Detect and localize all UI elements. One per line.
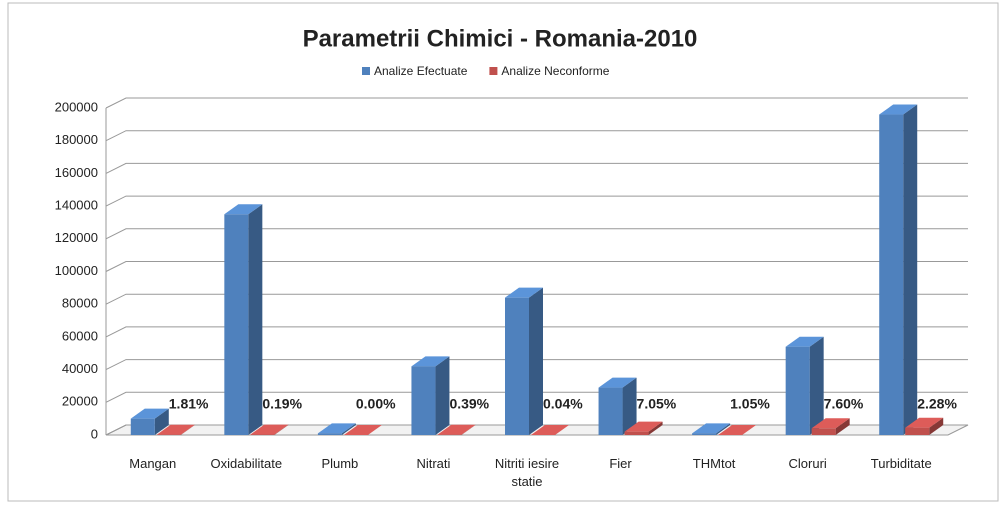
bar-top — [156, 424, 195, 435]
bar-side — [903, 104, 918, 435]
bar — [811, 428, 836, 435]
bar-top — [811, 418, 850, 429]
x-tick-label: Mangan — [129, 456, 177, 471]
x-tick-label: Cloruri — [788, 456, 827, 471]
annotation: 0.39% — [449, 396, 489, 412]
y-tick-label: 140000 — [55, 198, 98, 213]
annotation: 0.04% — [543, 396, 583, 412]
bar — [411, 366, 436, 435]
annotation: 0.00% — [356, 396, 396, 412]
bar-top — [598, 377, 637, 388]
bar-top — [437, 424, 476, 435]
bar-top — [531, 424, 569, 435]
annotation: 1.81% — [169, 396, 209, 412]
bar-side — [648, 421, 663, 435]
legend-swatch — [362, 67, 370, 75]
grid-line — [105, 424, 968, 436]
x-tick-label: Oxidabilitate — [210, 456, 283, 471]
bar-top — [411, 356, 450, 367]
grid-line — [105, 261, 968, 272]
bar-side — [248, 204, 263, 435]
bar — [505, 297, 529, 435]
x-tick-label: Plumb — [321, 456, 359, 471]
y-tick-label: 40000 — [62, 361, 98, 376]
bar — [785, 346, 810, 435]
bar-top — [718, 424, 757, 435]
y-tick-label: 160000 — [55, 165, 98, 180]
bar-top — [692, 423, 731, 434]
annotation: 1.05% — [730, 396, 770, 412]
bar — [624, 431, 649, 435]
legend-label: Analize Neconforme — [501, 64, 609, 78]
grid-line — [105, 293, 968, 305]
grid-line — [105, 391, 968, 403]
y-tick-label: 180000 — [55, 132, 98, 147]
bar-side — [180, 424, 195, 435]
annotation: 0.19% — [262, 396, 302, 412]
y-tick-label: 100000 — [55, 263, 98, 278]
y-tick-label: 0 — [91, 426, 98, 441]
chart-border — [7, 2, 999, 502]
bar-side — [154, 408, 169, 435]
bar-side — [341, 423, 356, 435]
bar-top — [879, 104, 918, 115]
bar-side — [809, 336, 824, 435]
chart-title: Parametrii Chimici - Romania-2010 — [303, 25, 698, 52]
bar — [879, 114, 904, 435]
y-tick-label: 120000 — [55, 230, 98, 245]
bar-top — [343, 425, 382, 435]
legend-label: Analize Efectuate — [374, 64, 468, 78]
bar-top — [250, 424, 289, 435]
grid-line — [105, 195, 968, 207]
bar-top — [905, 417, 944, 428]
annotation: 7.60% — [824, 396, 864, 412]
legend-swatch — [489, 67, 498, 75]
grid-line — [105, 97, 968, 109]
grid-line — [105, 130, 968, 142]
bar — [224, 214, 249, 435]
bar — [317, 433, 342, 435]
bar — [598, 387, 623, 435]
bar-side — [622, 377, 637, 435]
bar-top — [224, 204, 263, 215]
bar-side — [835, 418, 850, 435]
x-tick-label: THMtot — [692, 456, 736, 471]
bar-top — [785, 336, 824, 347]
grid-line — [105, 326, 968, 338]
bar — [130, 418, 155, 435]
bar-side — [716, 423, 731, 435]
bar-side — [274, 424, 289, 435]
bar-side — [461, 424, 476, 435]
grid-line — [105, 359, 968, 371]
y-tick-label: 200000 — [55, 99, 98, 114]
bar — [905, 427, 930, 435]
bar-top — [624, 421, 663, 432]
y-tick-label: 60000 — [62, 328, 98, 343]
annotation: 7.05% — [637, 396, 677, 412]
x-tick-label: Fier — [609, 456, 632, 471]
annotation: 2.28% — [917, 396, 957, 412]
bar-side — [929, 417, 944, 435]
bar-side — [555, 424, 569, 435]
bar-top — [130, 408, 169, 419]
grid-line — [105, 228, 968, 240]
x-tick-label: Turbiditate — [870, 456, 932, 471]
bar-top — [317, 423, 356, 434]
y-tick-label: 20000 — [62, 394, 98, 409]
bar-side — [742, 424, 757, 435]
bar-top — [505, 287, 543, 298]
x-tick-label: Nitrati — [416, 456, 451, 471]
bar-side — [529, 287, 543, 435]
x-tick-label: Nitriti iesire statie — [494, 456, 560, 489]
bar-side — [435, 356, 450, 435]
bar — [692, 433, 717, 435]
y-tick-label: 80000 — [62, 296, 98, 311]
grid-line — [105, 162, 968, 174]
